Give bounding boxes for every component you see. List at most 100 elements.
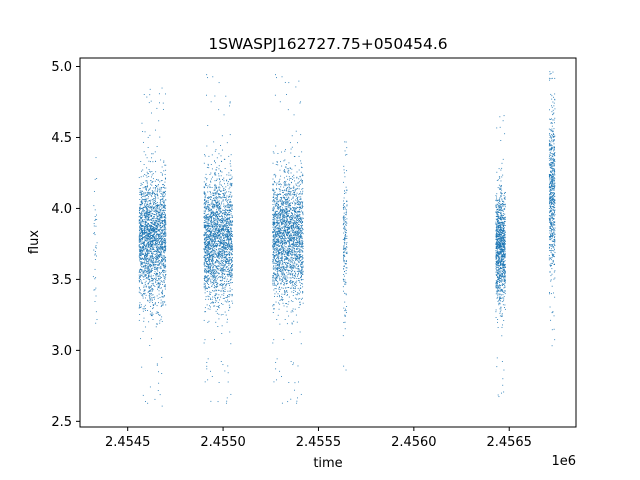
data-point	[217, 265, 219, 267]
data-point	[164, 257, 165, 259]
data-point	[297, 235, 299, 236]
data-point	[219, 284, 221, 286]
data-point	[211, 245, 213, 247]
data-point	[205, 210, 207, 212]
data-point	[229, 209, 231, 211]
data-point	[160, 235, 162, 237]
data-point	[96, 242, 98, 244]
data-point	[145, 202, 146, 204]
data-point	[142, 193, 144, 195]
data-point	[146, 258, 148, 259]
data-point	[274, 279, 276, 281]
data-point	[225, 221, 227, 223]
data-point	[223, 250, 225, 252]
data-point	[209, 241, 211, 243]
data-point	[203, 277, 205, 279]
data-point	[160, 240, 162, 242]
data-point	[142, 216, 144, 218]
data-point	[157, 213, 159, 215]
data-point	[150, 259, 152, 261]
data-point	[297, 269, 299, 271]
data-point	[152, 190, 154, 192]
data-point	[162, 191, 164, 193]
data-point	[297, 247, 299, 249]
data-point	[301, 275, 302, 276]
data-point	[228, 301, 230, 302]
data-point	[222, 229, 224, 231]
data-point	[158, 266, 160, 268]
data-point	[208, 261, 210, 263]
data-point	[205, 245, 207, 246]
data-point	[204, 278, 206, 280]
data-point	[139, 188, 141, 189]
data-point	[225, 261, 226, 263]
data-point	[284, 255, 285, 257]
data-point	[165, 190, 166, 192]
data-point	[230, 252, 232, 254]
data-point	[219, 226, 220, 227]
data-point	[218, 265, 220, 267]
data-point	[226, 234, 228, 236]
data-point	[211, 240, 213, 242]
data-point	[216, 209, 218, 211]
data-point	[206, 226, 208, 228]
data-point	[204, 221, 206, 223]
data-point	[149, 240, 151, 242]
data-point	[290, 311, 292, 313]
data-point	[142, 245, 144, 247]
data-point	[153, 249, 154, 251]
data-point	[157, 203, 159, 205]
data-point	[215, 206, 217, 208]
data-point	[228, 296, 230, 298]
data-point	[221, 242, 223, 244]
data-point	[147, 283, 149, 285]
data-point	[141, 242, 143, 244]
data-point	[151, 181, 153, 183]
data-point	[214, 186, 216, 188]
data-point	[231, 274, 233, 276]
data-point	[154, 227, 156, 229]
data-point	[226, 243, 228, 244]
data-point	[203, 248, 205, 250]
data-point	[208, 269, 210, 271]
data-point	[155, 250, 157, 252]
data-point	[228, 155, 230, 157]
data-point	[229, 245, 231, 247]
data-point	[156, 238, 158, 240]
data-point	[140, 197, 142, 199]
data-point	[163, 232, 164, 234]
data-point	[151, 221, 152, 223]
data-point	[220, 237, 222, 238]
data-point	[203, 203, 205, 205]
data-point	[161, 225, 163, 227]
data-point	[154, 231, 156, 233]
data-point	[210, 233, 212, 235]
data-point	[140, 185, 142, 186]
data-point	[218, 168, 220, 170]
data-point	[158, 265, 160, 267]
data-point	[284, 81, 286, 83]
data-point	[226, 229, 228, 231]
data-point	[223, 267, 225, 268]
data-point	[224, 264, 226, 266]
data-point	[218, 189, 220, 191]
data-point	[149, 294, 151, 296]
data-point	[160, 210, 162, 212]
data-point	[139, 280, 141, 282]
data-point	[215, 273, 217, 274]
data-point	[300, 198, 302, 200]
data-point	[273, 248, 275, 249]
data-point	[229, 200, 231, 202]
data-point	[213, 274, 215, 276]
data-point	[145, 221, 147, 223]
data-point	[142, 231, 144, 233]
data-point	[139, 228, 141, 229]
data-point	[208, 225, 209, 227]
data-point	[149, 192, 151, 194]
data-point	[216, 187, 217, 189]
data-point	[159, 237, 161, 239]
data-point	[139, 250, 140, 252]
data-point	[272, 278, 274, 280]
data-point	[162, 220, 164, 222]
data-point	[139, 230, 141, 232]
